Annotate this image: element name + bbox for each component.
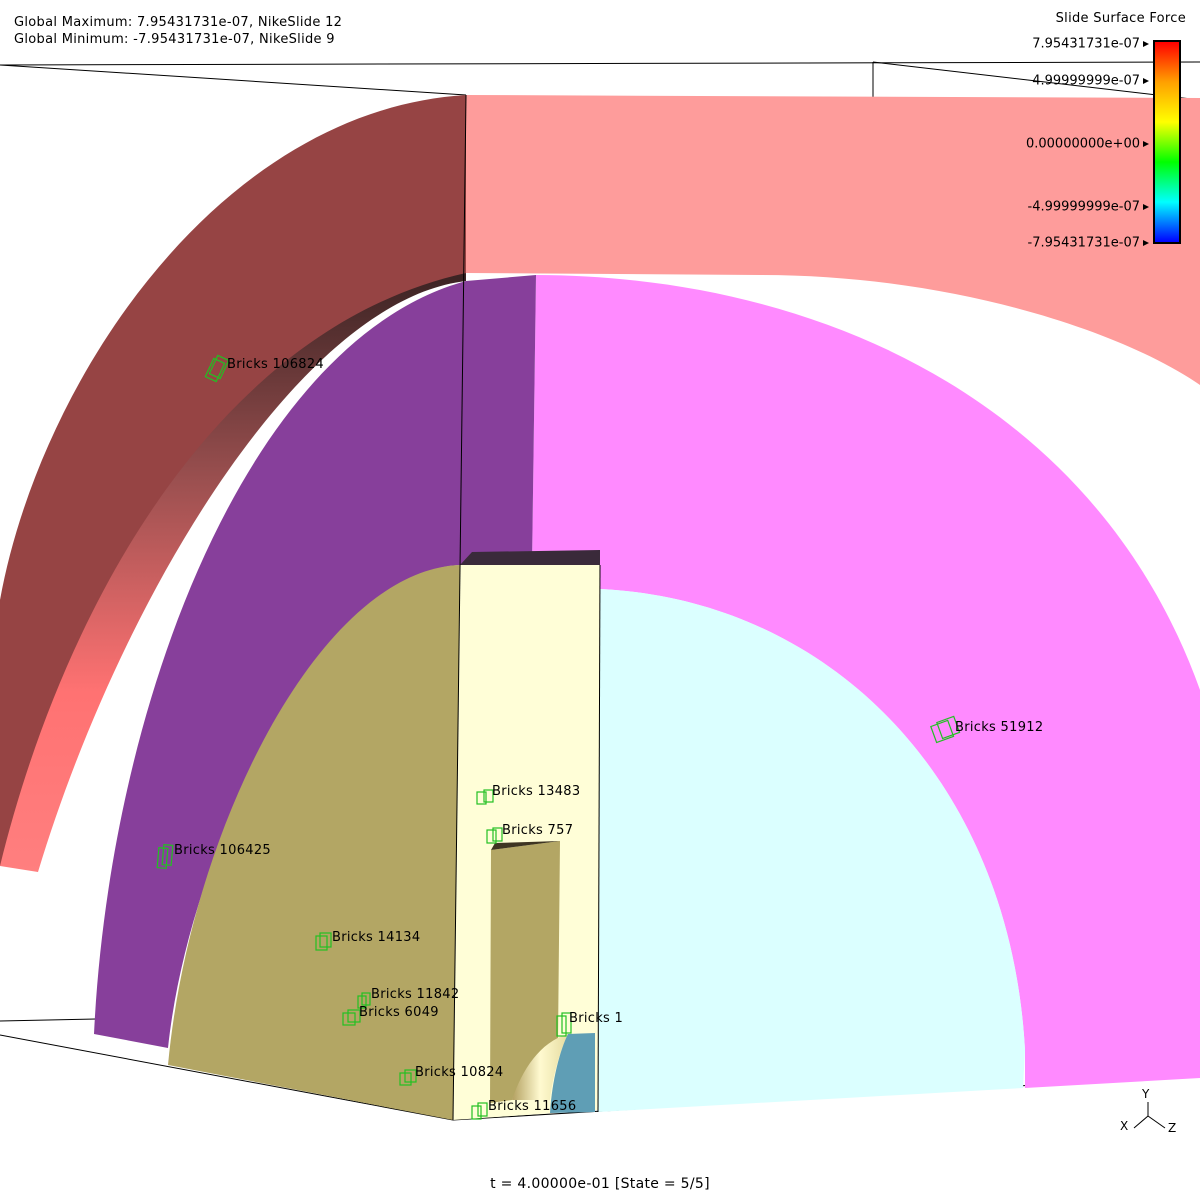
- inner-block-top-sliver: [460, 550, 600, 565]
- color-legend-bar: [1153, 40, 1181, 244]
- core: [512, 589, 1025, 1113]
- brick-marker-106425[interactable]: [156, 844, 174, 870]
- legend-tick-mark: [1143, 204, 1149, 210]
- brick-label: Bricks 6049: [359, 1005, 439, 1020]
- legend-tick-mark: [1143, 41, 1149, 47]
- brick-label: Bricks 11842: [371, 987, 459, 1002]
- brick-marker-6049[interactable]: [342, 1009, 361, 1026]
- axis-z-label: Z: [1168, 1121, 1176, 1135]
- legend-tick-min: -7.95431731e-07: [1027, 235, 1141, 251]
- legend-tick-upper: 4.99999999e-07: [1032, 73, 1140, 89]
- brick-label: Bricks 10824: [415, 1065, 503, 1080]
- inner-block: [168, 550, 600, 1120]
- brick-label: Bricks 51912: [955, 720, 1043, 735]
- legend-tick-mark: [1143, 141, 1149, 147]
- time-state-status: t = 4.00000e-01 [State = 5/5]: [490, 1176, 710, 1192]
- edge-lines: [452, 94, 601, 1121]
- brick-label: Bricks 11656: [488, 1099, 576, 1114]
- brick-marker-11656[interactable]: [471, 1102, 488, 1120]
- core-front-face: [598, 589, 1025, 1112]
- brick-marker-51912[interactable]: [930, 715, 961, 744]
- inner-block-cut-face: [168, 565, 460, 1120]
- axis-triad: Y X Z: [1120, 1087, 1176, 1135]
- brick-labels: Bricks 106824 Bricks 51912 Bricks 13483 …: [174, 357, 1043, 1114]
- brick-marker-10824[interactable]: [399, 1069, 417, 1086]
- brick-marker-1[interactable]: [556, 1012, 572, 1037]
- global-minimum: Global Minimum: -7.95431731e-07, NikeSli…: [14, 32, 335, 47]
- outer-shell-cut-face: [0, 95, 466, 866]
- axis-x-label: X: [1120, 1119, 1128, 1133]
- legend-title: Slide Surface Force: [1055, 11, 1186, 26]
- brick-label: Bricks 106425: [174, 843, 271, 858]
- inner-slot-face: [490, 841, 560, 1103]
- middle-shell-front-face: [532, 275, 1200, 1088]
- brick-label: Bricks 1: [569, 1011, 623, 1026]
- legend-tick-max: 7.95431731e-07: [1032, 36, 1140, 52]
- core-curved-surface: [512, 1034, 568, 1100]
- outer-shell: [0, 95, 1200, 872]
- brick-marker-11842[interactable]: [357, 992, 371, 1009]
- outer-shell-front-face: [466, 95, 1200, 385]
- global-extrema-info: Global Maximum: 7.95431731e-07, NikeSlid…: [14, 14, 342, 48]
- brick-label: Bricks 106824: [227, 357, 324, 372]
- brick-label: Bricks 757: [502, 823, 573, 838]
- brick-label: Bricks 13483: [492, 784, 580, 799]
- inner-slot-top: [491, 841, 560, 850]
- global-maximum: Global Maximum: 7.95431731e-07, NikeSlid…: [14, 15, 343, 30]
- legend-tick-mark: [1143, 78, 1149, 84]
- brick-label: Bricks 14134: [332, 930, 420, 945]
- brick-marker-14134[interactable]: [315, 932, 332, 951]
- brick-marker-106824[interactable]: [204, 354, 230, 383]
- legend-tick-lower: -4.99999999e-07: [1027, 199, 1141, 215]
- axis-y-label: Y: [1141, 1087, 1150, 1101]
- legend-tick-zero: 0.00000000e+00: [1025, 136, 1140, 152]
- brick-marker-13483[interactable]: [476, 789, 494, 805]
- brick-marker-757[interactable]: [486, 827, 503, 844]
- legend-tick-mark: [1143, 240, 1149, 246]
- brick-markers: [156, 354, 961, 1120]
- core-cut-face: [550, 1033, 595, 1113]
